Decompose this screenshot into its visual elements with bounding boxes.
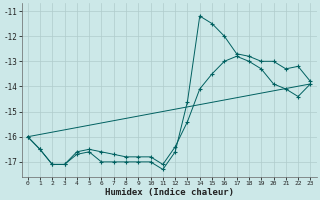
- X-axis label: Humidex (Indice chaleur): Humidex (Indice chaleur): [105, 188, 234, 197]
